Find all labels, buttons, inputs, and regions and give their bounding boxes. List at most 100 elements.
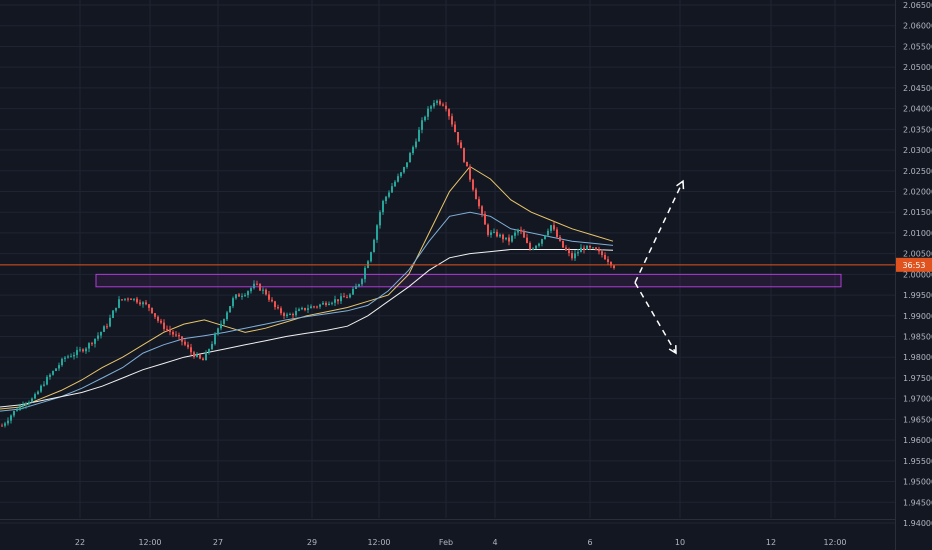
candles (1, 99, 615, 428)
candle-body (478, 199, 480, 207)
candle-body (253, 283, 255, 289)
candle-body (418, 129, 420, 142)
price-tick-label: 2.00500 (903, 250, 932, 259)
candle-body (193, 352, 195, 357)
candle-body (556, 229, 558, 238)
candle-body (172, 331, 174, 335)
candle-body (118, 299, 120, 308)
candle-body (283, 313, 285, 316)
candle-body (298, 309, 300, 311)
candle-body (313, 306, 315, 308)
candle-body (82, 349, 84, 352)
candle-body (412, 147, 414, 154)
chart-grid (0, 0, 895, 524)
candle-body (580, 247, 582, 253)
candle-body (271, 299, 273, 302)
candle-body (496, 231, 498, 237)
candle-body (217, 328, 219, 335)
candle-body (613, 265, 615, 268)
candle-body (562, 240, 564, 248)
candle-body (205, 352, 207, 361)
current-price-badge (896, 257, 932, 272)
candle-body (109, 317, 111, 327)
candle-body (94, 338, 96, 344)
candle-body (235, 294, 237, 299)
candle-body (127, 298, 129, 300)
candle-body (487, 224, 489, 235)
candle-body (415, 141, 417, 148)
candle-body (166, 328, 168, 330)
candle-body (46, 376, 48, 385)
candle-body (130, 298, 132, 300)
candle-body (4, 423, 6, 426)
candle-body (526, 237, 528, 243)
candle-body (289, 314, 291, 316)
candle-body (91, 343, 93, 345)
price-tick-label: 1.95000 (903, 478, 932, 487)
candle-body (73, 354, 75, 357)
candle-body (208, 349, 210, 353)
candle-body (7, 420, 9, 424)
candle-body (586, 245, 588, 250)
price-tick-label: 2.02500 (903, 167, 932, 176)
price-tick-label: 1.97500 (903, 374, 932, 383)
candle-body (403, 167, 405, 173)
candle-body (22, 405, 24, 407)
candle-body (385, 196, 387, 202)
candle-body (268, 294, 270, 300)
time-tick-label: 6 (587, 538, 592, 547)
candle-body (154, 313, 156, 317)
candle-body (565, 247, 567, 251)
candle-body (10, 415, 12, 421)
candle-body (445, 105, 447, 110)
candle-body (157, 316, 159, 321)
candle-body (508, 237, 510, 242)
price-axis[interactable]: 2.06500 2.06000 2.05500 2.05000 2.04500 2.040… (895, 0, 932, 550)
candle-body (376, 225, 378, 240)
candle-body (121, 299, 123, 301)
candle-body (328, 303, 330, 306)
arrow-down-line (634, 282, 677, 354)
candle-body (394, 181, 396, 187)
candle-body (463, 148, 465, 162)
candle-body (34, 394, 36, 399)
current-price-badge-text: 36:53 (902, 261, 925, 270)
candle-body (493, 231, 495, 233)
candle-body (466, 161, 468, 167)
candle-body (490, 232, 492, 235)
time-axis[interactable]: 22 12:00 27 29 12:00 Feb 4 6 10 12 12:00 (0, 519, 895, 548)
candle-body (55, 368, 57, 371)
candle-body (256, 283, 258, 285)
candle-body (259, 283, 261, 291)
candle-body (568, 250, 570, 254)
candle-body (400, 172, 402, 177)
candle-body (595, 247, 597, 250)
candle-body (535, 245, 537, 249)
candle-body (31, 398, 33, 403)
candle-body (232, 298, 234, 307)
candle-body (124, 298, 126, 300)
price-tick-label: 2.04000 (903, 105, 932, 114)
candle-body (178, 335, 180, 337)
candle-body (262, 289, 264, 291)
candle-body (100, 331, 102, 336)
candle-body (337, 299, 339, 302)
candle-body (334, 299, 336, 303)
candle-body (319, 304, 321, 307)
time-tick-label: 10 (675, 538, 685, 547)
candle-body (148, 304, 150, 308)
candle-body (316, 306, 318, 308)
candle-body (202, 358, 204, 361)
candle-body (355, 286, 357, 290)
time-tick-label: 12:00 (138, 538, 161, 547)
price-tick-label: 2.00000 (903, 270, 932, 279)
price-tick-label: 2.05000 (903, 63, 932, 72)
candle-body (541, 239, 543, 244)
ma_mid-line (0, 211, 614, 412)
candle-body (199, 354, 201, 359)
candle-body (106, 326, 108, 328)
ma_slow-line (0, 249, 614, 408)
candle-body (160, 320, 162, 323)
candle-body (604, 255, 606, 260)
